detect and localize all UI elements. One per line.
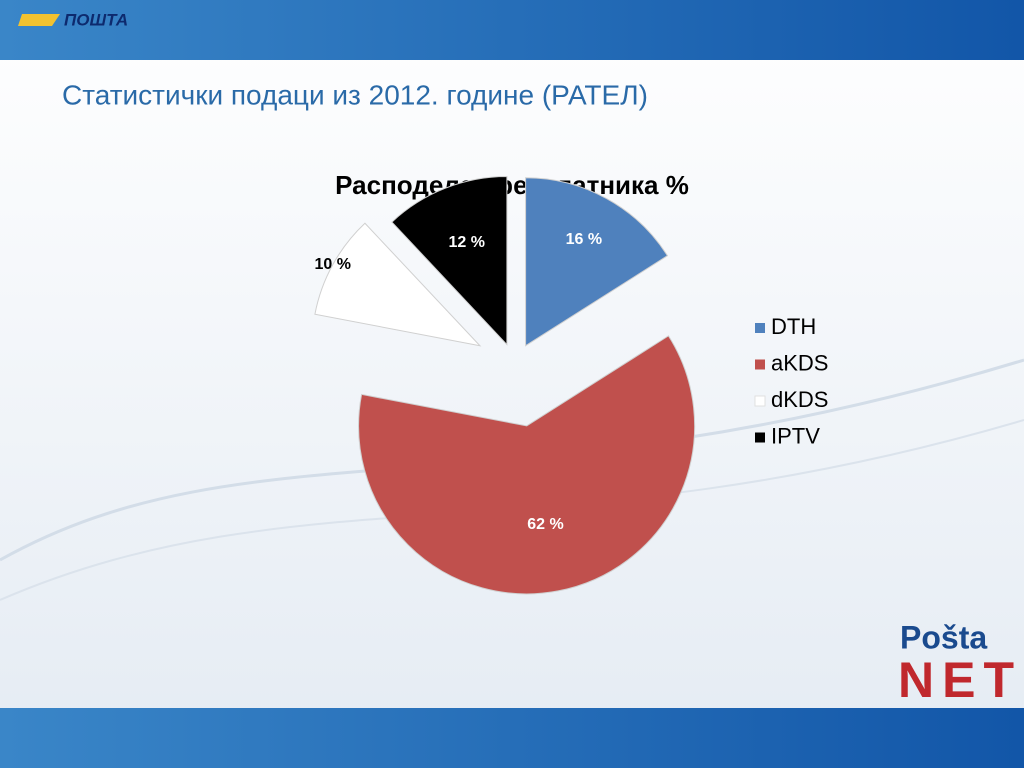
pie-slice <box>358 335 696 595</box>
data-label: 12 % <box>448 234 484 251</box>
legend-label: dKDS <box>771 387 828 412</box>
chart-title: Расподела претплатника % <box>335 170 689 200</box>
pie-slice <box>314 222 482 347</box>
header-band <box>0 0 1024 60</box>
legend-swatch <box>755 432 765 443</box>
legend-swatch <box>755 323 765 333</box>
legend: DTH aKDS dKDS IPTV <box>754 314 828 448</box>
logo-mark <box>18 14 60 26</box>
pie-slice <box>525 177 669 347</box>
legend-label: IPTV <box>771 423 820 448</box>
brand-bottom: NET <box>898 652 1022 708</box>
legend-label: DTH <box>771 314 816 339</box>
legend-label: aKDS <box>771 350 828 375</box>
footer-band <box>0 708 1024 768</box>
legend-swatch <box>754 395 766 407</box>
data-label: 10 % <box>314 256 350 273</box>
data-label: 16 % <box>566 231 602 248</box>
pie: 16 % 62 % 10 % 12 % <box>314 176 696 595</box>
slide-title: Статистички подаци из 2012. године (РАТЕ… <box>62 79 648 110</box>
pie-slice <box>391 176 508 346</box>
brand-top: Pošta <box>900 619 987 655</box>
data-label: 62 % <box>527 516 563 533</box>
logo-text: ПОШТА <box>64 10 128 29</box>
legend-swatch <box>755 359 765 370</box>
